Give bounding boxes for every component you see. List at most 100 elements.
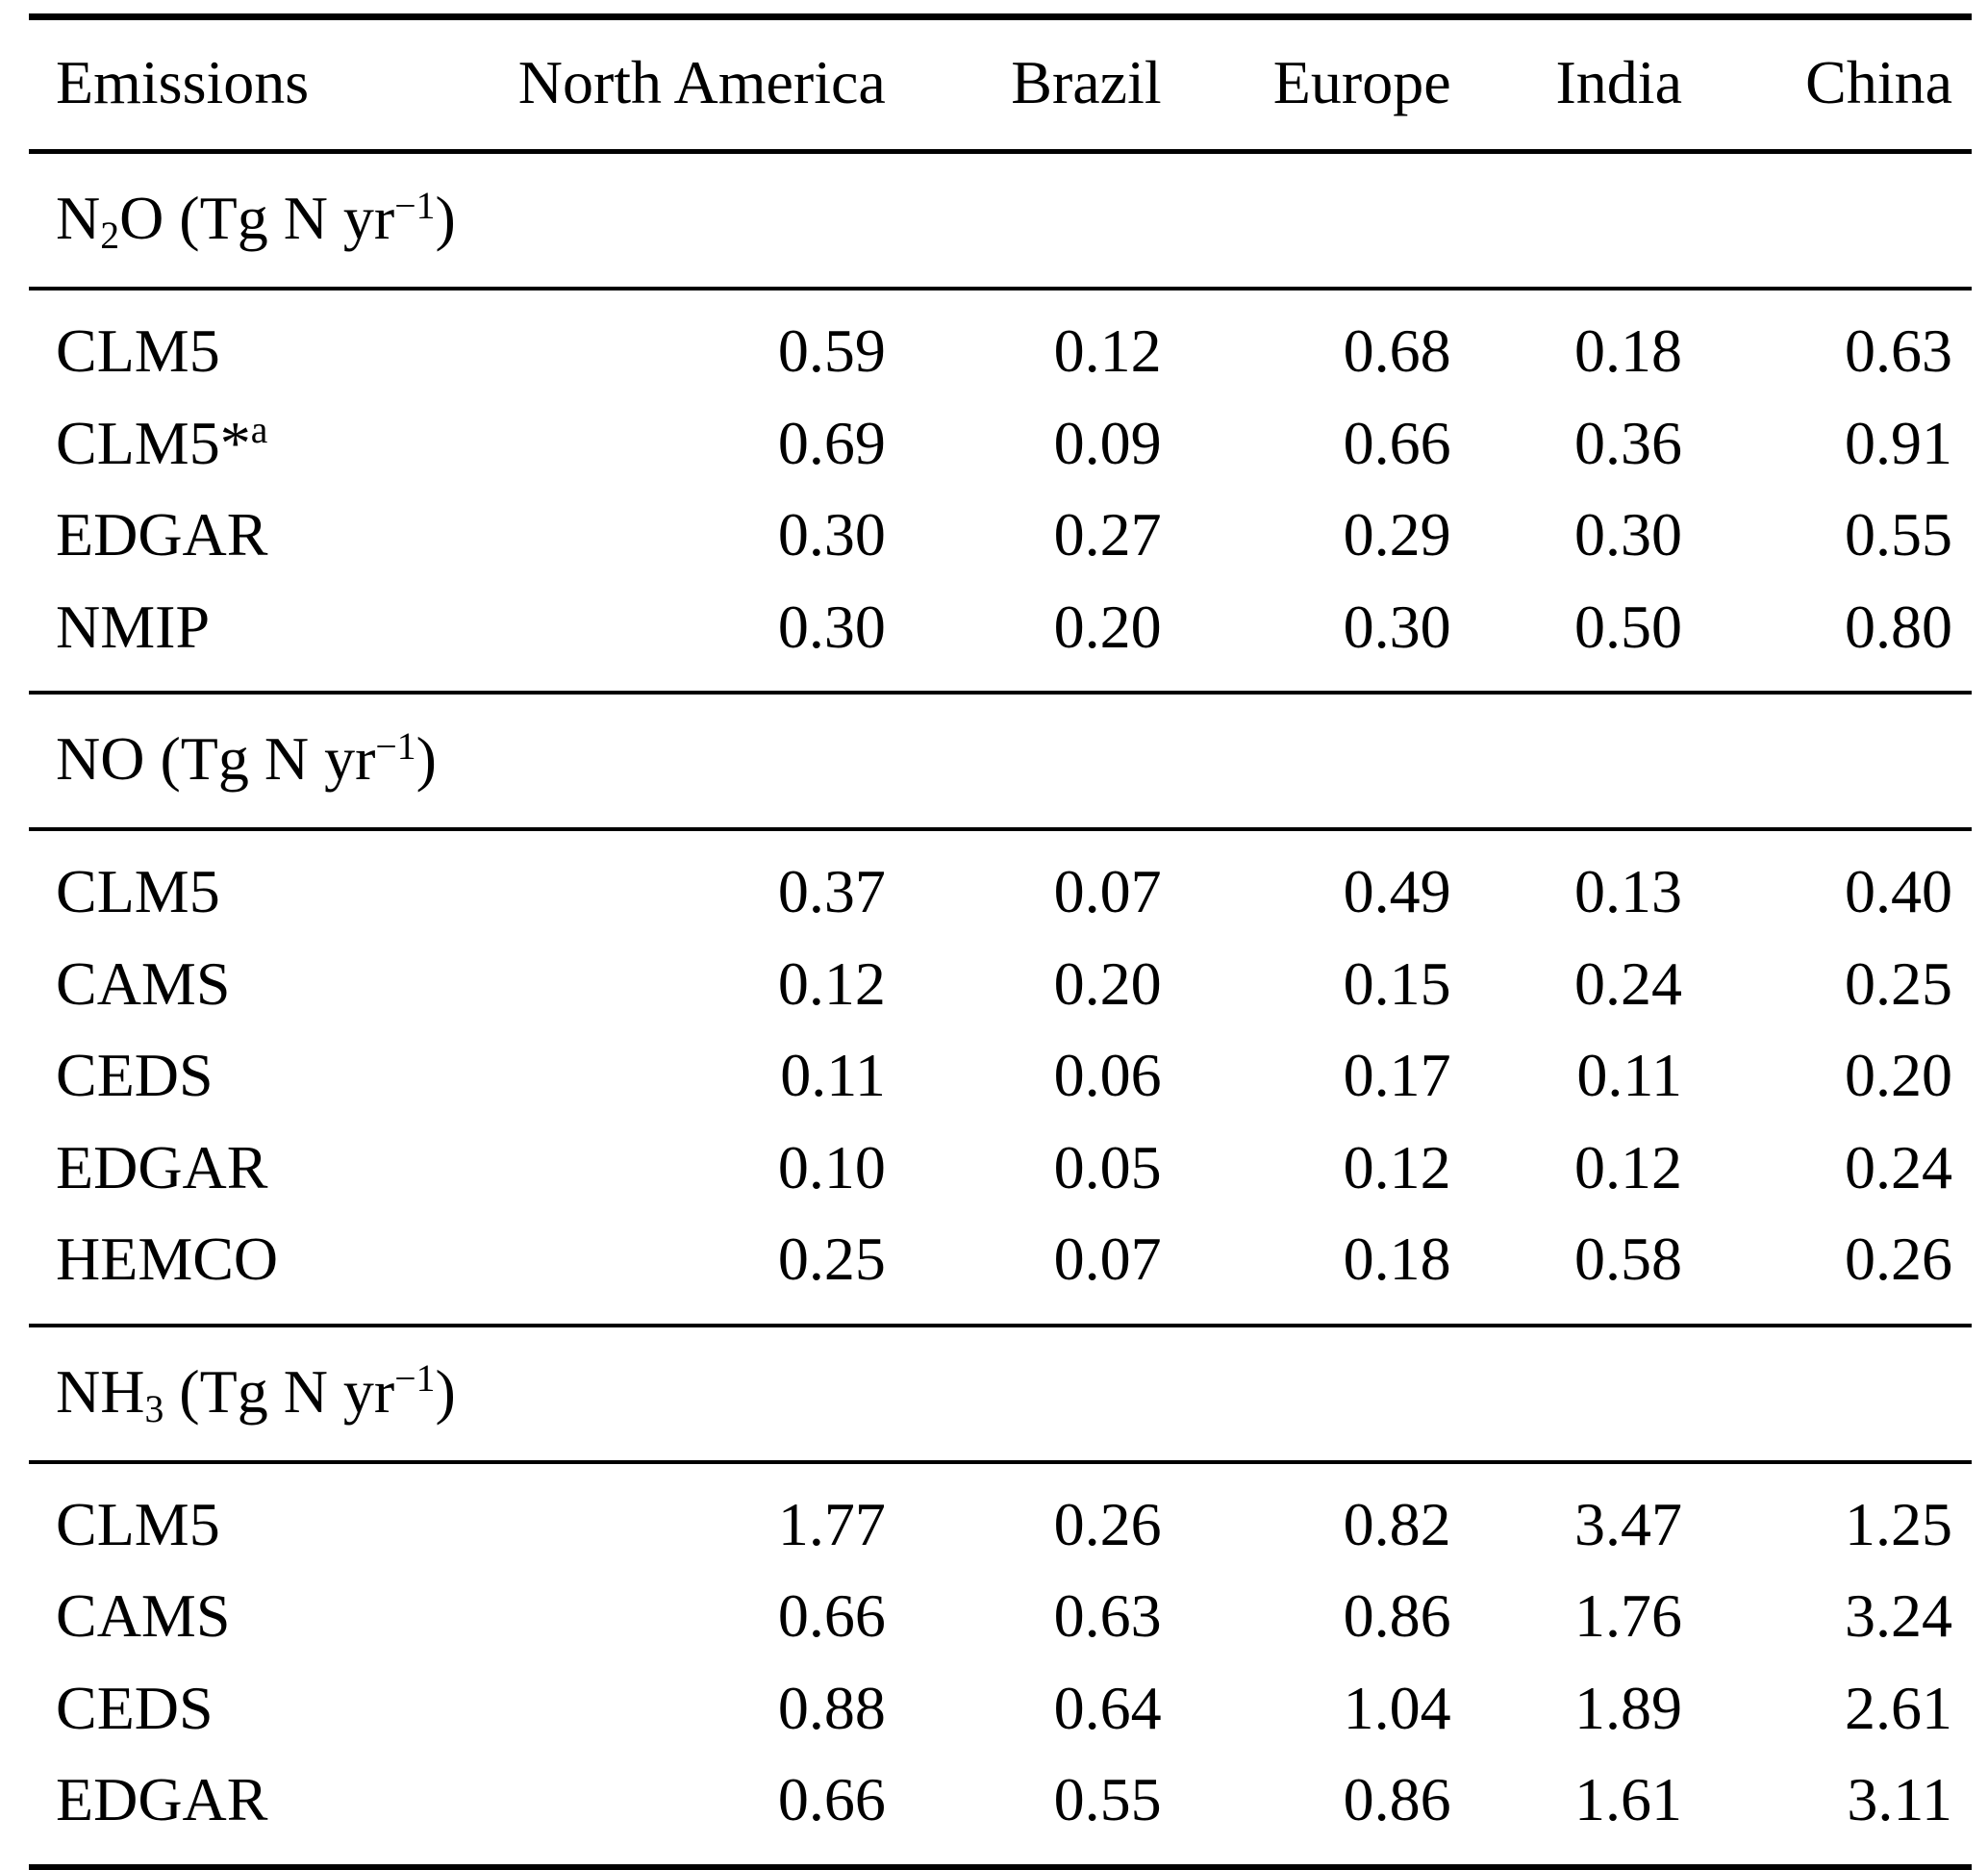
row-label: CLM5*a <box>29 397 515 490</box>
value-cell: 0.26 <box>1845 1225 1952 1294</box>
value-cell: 0.11 <box>1576 1041 1682 1110</box>
value-cell: 0.25 <box>777 1225 886 1294</box>
value-cell: 1.04 <box>1343 1673 1451 1742</box>
value-cell: 0.18 <box>1343 1225 1451 1294</box>
value-cell: 2.61 <box>1845 1673 1952 1742</box>
value-cell: 0.69 <box>777 408 886 477</box>
value-cell: 0.63 <box>1845 316 1952 385</box>
value-cell: 0.25 <box>1845 948 1952 1018</box>
text-segment: CLM5 <box>56 856 220 925</box>
text-segment: ) <box>415 724 437 794</box>
table-row: CAMS 0.12 0.20 0.15 0.24 0.25 <box>29 938 1972 1030</box>
value-cell: 1.25 <box>1845 1489 1952 1558</box>
row-label: CLM5 <box>29 289 515 397</box>
value-cell: 1.76 <box>1573 1581 1682 1651</box>
value-cell: 0.50 <box>1573 592 1682 661</box>
value-cell: 0.40 <box>1845 856 1952 925</box>
emissions-table: Emissions North America Brazil Europe In… <box>29 13 1972 1870</box>
text-segment: CAMS <box>56 1581 231 1651</box>
value-cell: 0.20 <box>1053 948 1162 1018</box>
table-row: CEDS 0.88 0.64 1.04 1.89 2.61 <box>29 1662 1972 1755</box>
subscript-text: 2 <box>100 215 120 258</box>
value-cell: 0.29 <box>1343 500 1451 569</box>
column-header-north-america: North America <box>515 16 886 155</box>
value-cell: 0.88 <box>777 1673 886 1742</box>
value-cell: 0.55 <box>1053 1765 1162 1834</box>
text-segment: CEDS <box>56 1041 214 1110</box>
text-segment: CLM5* <box>56 408 251 477</box>
value-cell: 0.91 <box>1845 408 1952 477</box>
text-segment: EDGAR <box>56 500 268 569</box>
text-segment: O (Tg N yr <box>119 184 395 253</box>
value-cell: 0.17 <box>1343 1041 1451 1110</box>
value-cell: 0.10 <box>777 1132 886 1201</box>
value-cell: 0.06 <box>1053 1041 1162 1110</box>
value-cell: 0.30 <box>1343 592 1451 661</box>
value-cell: 1.77 <box>777 1489 886 1558</box>
value-cell: 0.63 <box>1053 1581 1162 1651</box>
table-row: CAMS 0.66 0.63 0.86 1.76 3.24 <box>29 1570 1972 1662</box>
value-cell: 0.13 <box>1573 856 1682 925</box>
subscript-text: 3 <box>144 1387 164 1430</box>
value-cell: 0.20 <box>1845 1041 1952 1110</box>
table-row: HEMCO 0.25 0.07 0.18 0.58 0.26 <box>29 1213 1972 1326</box>
row-label: CAMS <box>29 938 515 1030</box>
value-cell: 0.27 <box>1053 500 1162 569</box>
text-segment: NO (Tg N yr <box>56 724 376 794</box>
value-cell: 0.49 <box>1343 856 1451 925</box>
value-cell: 0.26 <box>1053 1489 1162 1558</box>
section-title-row: NO (Tg N yr−1) <box>29 691 1972 831</box>
value-cell: 0.11 <box>780 1041 886 1110</box>
value-cell: 0.24 <box>1573 948 1682 1018</box>
value-cell: 0.15 <box>1343 948 1451 1018</box>
value-cell: 0.12 <box>777 948 886 1018</box>
text-segment: NH <box>56 1356 145 1426</box>
text-segment: CAMS <box>56 948 231 1018</box>
value-cell: 1.89 <box>1573 1673 1682 1742</box>
table-row: CLM5*a 0.69 0.09 0.66 0.36 0.91 <box>29 397 1972 490</box>
section-title: NO (Tg N yr−1) <box>29 691 1972 831</box>
value-cell: 0.66 <box>777 1581 886 1651</box>
section-title: NH3 (Tg N yr−1) <box>29 1323 1972 1464</box>
superscript-text: −1 <box>394 184 436 227</box>
text-segment: ) <box>435 184 456 253</box>
value-cell: 0.07 <box>1053 856 1162 925</box>
value-cell: 0.09 <box>1053 408 1162 477</box>
table-row: CEDS 0.11 0.06 0.17 0.11 0.20 <box>29 1029 1972 1122</box>
value-cell: 0.30 <box>1573 500 1682 569</box>
text-segment: EDGAR <box>56 1132 268 1201</box>
row-label: EDGAR <box>29 1122 515 1214</box>
header-row: Emissions North America Brazil Europe In… <box>29 16 1972 155</box>
table-body: N2O (Tg N yr−1) CLM5 0.59 0.12 0.68 0.18 0.63 C… <box>29 149 1972 1867</box>
row-label: EDGAR <box>29 1754 515 1867</box>
value-cell: 0.86 <box>1343 1581 1451 1651</box>
value-cell: 0.05 <box>1053 1132 1162 1201</box>
value-cell: 0.55 <box>1845 500 1952 569</box>
table-row: EDGAR 0.10 0.05 0.12 0.12 0.24 <box>29 1122 1972 1214</box>
value-cell: 0.66 <box>1343 408 1451 477</box>
value-cell: 0.37 <box>777 856 886 925</box>
value-cell: 0.24 <box>1845 1132 1952 1201</box>
text-segment: CEDS <box>56 1673 214 1742</box>
row-label: CEDS <box>29 1662 515 1755</box>
text-segment: CLM5 <box>56 316 220 385</box>
table-row: EDGAR 0.66 0.55 0.86 1.61 3.11 <box>29 1754 1972 1867</box>
section-title-row: NH3 (Tg N yr−1) <box>29 1323 1972 1464</box>
row-label: NMIP <box>29 581 515 694</box>
value-cell: 0.64 <box>1053 1673 1162 1742</box>
value-cell: 0.82 <box>1343 1489 1451 1558</box>
value-cell: 1.61 <box>1573 1765 1682 1834</box>
value-cell: 0.59 <box>777 316 886 385</box>
column-header-china: China <box>1681 16 1972 155</box>
value-cell: 0.86 <box>1343 1765 1451 1834</box>
section-title-row: N2O (Tg N yr−1) <box>29 149 1972 291</box>
row-label: CLM5 <box>29 1462 515 1571</box>
text-segment: EDGAR <box>56 1765 268 1834</box>
table-row: CLM5 0.37 0.07 0.49 0.13 0.40 <box>29 829 1972 938</box>
row-label: HEMCO <box>29 1213 515 1326</box>
row-label: CEDS <box>29 1029 515 1122</box>
value-cell: 0.30 <box>777 500 886 569</box>
column-header-brazil: Brazil <box>885 16 1162 155</box>
value-cell: 3.47 <box>1573 1489 1682 1558</box>
